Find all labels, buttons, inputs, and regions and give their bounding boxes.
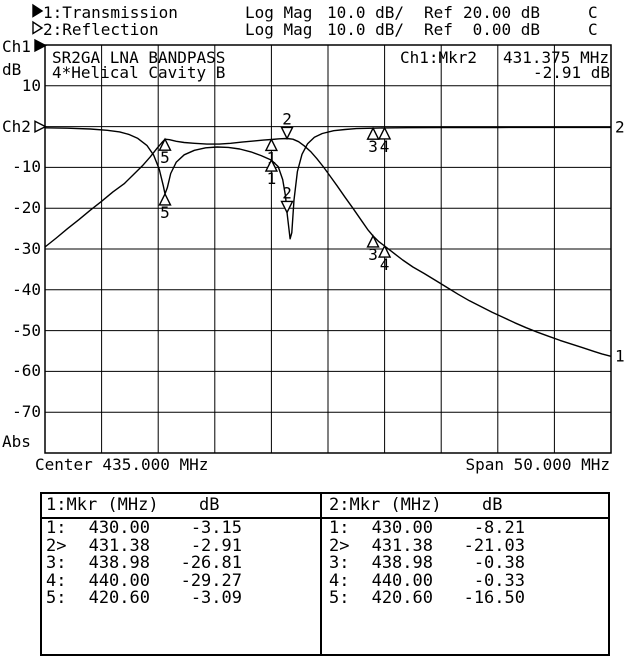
trace2-status-label: 2:Reflection — [43, 20, 159, 39]
y-tick-label--70: -70 — [12, 402, 41, 421]
trace2-ref-value: 0.00 dB — [472, 20, 540, 39]
table-row-marker-num: 4: — [329, 570, 350, 591]
trace1-ref-value: 20.00 dB — [462, 3, 540, 22]
table-row-marker-num: 3: — [46, 553, 67, 573]
trace1-format: Log Mag — [245, 3, 313, 22]
marker-1-trace1-triangle — [264, 137, 279, 152]
table-row-frequency: 420.60 — [371, 588, 433, 608]
title-line-2: 4*Helical Cavity B — [52, 63, 226, 82]
trace1-cal-flag: C — [588, 3, 598, 22]
table-header-separator — [42, 517, 608, 519]
marker-1-trace1-label: 1 — [267, 148, 277, 167]
table-row-marker-num: 5: — [329, 588, 350, 608]
y-tick-label--40: -40 — [12, 280, 41, 299]
marker-1-trace2-label: 1 — [267, 169, 277, 188]
table-row-frequency: 420.60 — [88, 588, 150, 608]
y-tick-label-10: 10 — [21, 76, 41, 95]
table-row-db-value: -0.38 — [473, 553, 525, 573]
marker-4-trace2-label: 4 — [380, 137, 390, 156]
marker-5-trace2-triangle — [158, 192, 172, 206]
marker-3-trace1-label: 3 — [368, 245, 378, 264]
trace1-scale: 10.0 dB/ — [327, 3, 405, 22]
title-line-1: SR2GA LNA BANDPASS — [52, 48, 226, 67]
table-row-frequency: 440.00 — [371, 570, 433, 591]
table-row-db-value: -2.91 — [190, 535, 242, 556]
y-tick-label--60: -60 — [12, 361, 41, 380]
marker-readout-freq: 431.375 MHz — [503, 48, 609, 67]
marker-tables: 1:Mkr (MHz) dB 2:Mkr (MHz) dB 1: 430.00 -3… — [40, 492, 610, 656]
table1-title: 1:Mkr (MHz) — [46, 495, 159, 515]
marker-2-trace2-label: 2 — [282, 183, 292, 202]
table-divider — [320, 494, 322, 654]
table-row-marker-num: 1: — [329, 518, 350, 538]
table-row-db-value: -21.03 — [463, 535, 525, 556]
marker-3-trace1-triangle — [366, 234, 380, 248]
marker-readout-value: -2.91 dB — [532, 63, 610, 82]
table-row-frequency: 431.38 — [88, 535, 150, 556]
center-frequency-label: Center 435.000 MHz — [35, 455, 209, 474]
table2-title: 2:Mkr (MHz) — [329, 495, 442, 515]
table-row-db-value: -0.33 — [473, 570, 525, 591]
y-axis-units-label: dB — [2, 60, 22, 79]
table-row-marker-num: 2> — [46, 535, 67, 556]
marker-4-trace2-triangle — [377, 126, 392, 140]
y-tick-label--50: -50 — [12, 321, 41, 340]
trace2-ref-label: Ref — [424, 20, 453, 39]
ch1-label: Ch1 — [2, 37, 31, 56]
table-row-frequency: 430.00 — [88, 518, 150, 538]
trace2-cal-flag: C — [588, 20, 598, 39]
marker-4-trace1-triangle — [377, 244, 392, 258]
table-row-marker-num: 2> — [329, 535, 350, 556]
table-row-marker-num: 5: — [46, 588, 67, 608]
table-row-frequency: 431.38 — [371, 535, 433, 556]
trace2-inactive-triangle-icon — [32, 20, 44, 35]
y-tick-label--30: -30 — [12, 239, 41, 258]
table-row-db-value: -16.50 — [463, 588, 525, 608]
marker-5-trace1-label: 5 — [160, 148, 170, 167]
table-row-db-value: -29.27 — [180, 570, 242, 591]
marker-5-trace2-label: 5 — [160, 203, 170, 222]
span-frequency-label: Span 50.000 MHz — [465, 455, 611, 474]
marker-4-trace1-label: 4 — [380, 255, 390, 274]
marker-2-trace1-triangle — [280, 126, 294, 141]
marker-2-trace2-triangle — [280, 200, 294, 214]
table-row-marker-num: 1: — [46, 518, 67, 538]
table-row-marker-num: 4: — [46, 570, 67, 591]
table1-unit-header: dB — [199, 495, 220, 515]
table-row-frequency: 438.98 — [371, 553, 433, 573]
ch2-ref-pointer-icon — [34, 120, 48, 134]
table-row-db-value: -26.81 — [180, 553, 242, 573]
trace-end-label-1: 1 — [615, 346, 625, 365]
trace-end-label-2: 2 — [615, 117, 625, 136]
table-row-frequency: 438.98 — [88, 553, 150, 573]
trace2-format: Log Mag — [245, 20, 313, 39]
marker-5-trace1-triangle — [158, 137, 172, 151]
table-row-db-value: -3.15 — [190, 518, 242, 538]
trace1-active-triangle-icon — [32, 3, 44, 18]
table-row-marker-num: 3: — [329, 553, 350, 573]
marker-readout-label: Ch1:Mkr2 — [400, 48, 478, 67]
y-tick-label--10: -10 — [12, 157, 41, 176]
trace1-status-label: 1:Transmission — [43, 3, 178, 22]
table-row-frequency: 440.00 — [88, 570, 150, 591]
trace1-ref-label: Ref — [424, 3, 453, 22]
table2-unit-header: dB — [482, 495, 503, 515]
marker-3-trace2-label: 3 — [368, 137, 378, 156]
marker-1-trace2-triangle — [264, 158, 279, 172]
ch1-ref-pointer-icon — [34, 38, 48, 53]
marker-2-trace1-label: 2 — [282, 109, 292, 128]
table-row-frequency: 430.00 — [371, 518, 433, 538]
table-row-db-value: -8.21 — [473, 518, 525, 538]
y-tick-label--20: -20 — [12, 198, 41, 217]
trace2-scale: 10.0 dB/ — [327, 20, 405, 39]
ch2-label: Ch2 — [2, 117, 31, 136]
abs-label: Abs — [2, 432, 31, 451]
marker-3-trace2-triangle — [366, 126, 380, 140]
table-row-db-value: -3.09 — [190, 588, 242, 608]
